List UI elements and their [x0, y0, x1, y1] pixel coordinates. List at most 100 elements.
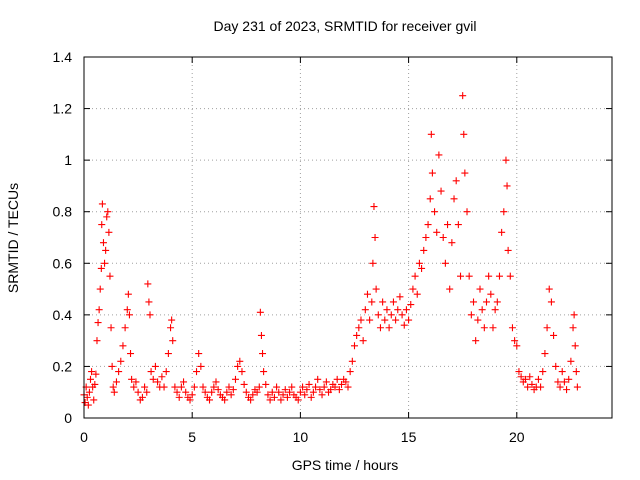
data-point: [508, 324, 516, 332]
data-point: [470, 298, 478, 306]
data-point: [103, 213, 111, 221]
data-point: [240, 380, 248, 388]
data-point: [433, 228, 441, 236]
data-point: [537, 383, 545, 391]
y-tick-label: 0.4: [53, 307, 73, 323]
data-point: [478, 306, 486, 314]
data-point: [95, 306, 103, 314]
data-point: [123, 306, 131, 314]
data-point: [119, 342, 127, 350]
data-point: [517, 373, 525, 381]
data-point: [264, 391, 272, 399]
data-point: [247, 396, 255, 404]
data-point: [102, 246, 110, 254]
data-point: [125, 311, 133, 319]
data-point: [400, 321, 408, 329]
data-point: [141, 383, 149, 391]
data-point: [495, 272, 503, 280]
data-point: [109, 383, 117, 391]
data-point: [299, 383, 307, 391]
data-point: [106, 272, 114, 280]
data-point: [223, 388, 231, 396]
data-point: [503, 182, 511, 190]
data-point: [316, 386, 324, 394]
data-point: [242, 388, 250, 396]
data-point: [188, 391, 196, 399]
data-point: [422, 234, 430, 241]
data-point: [322, 378, 330, 386]
data-point: [368, 298, 376, 306]
data-point: [286, 388, 294, 396]
data-point: [309, 388, 317, 396]
data-point: [357, 316, 365, 324]
data-point: [415, 259, 423, 267]
y-tick-label: 1.2: [53, 101, 73, 117]
x-tick-label: 20: [509, 429, 525, 445]
data-point: [333, 375, 341, 383]
data-point: [277, 396, 285, 404]
data-point: [225, 383, 233, 391]
data-point: [231, 375, 239, 383]
data-point: [130, 383, 138, 391]
data-point: [262, 380, 270, 388]
data-point: [331, 383, 339, 391]
data-point: [556, 383, 564, 391]
data-point: [402, 306, 410, 314]
data-point: [491, 306, 499, 314]
data-point: [372, 285, 380, 293]
y-tick-label: 0: [64, 410, 72, 426]
tick-layer: 0 0.2 0.4 0.6 0.8 1 1.2 1.4 0 5 10 15 20: [53, 49, 612, 445]
data-point: [506, 272, 514, 280]
data-point: [175, 393, 183, 401]
data-point: [138, 393, 146, 401]
data-point: [431, 208, 439, 216]
data-point: [459, 92, 467, 100]
data-point: [279, 391, 287, 399]
data-point: [115, 368, 123, 376]
data-point: [144, 280, 152, 288]
data-point: [97, 264, 105, 272]
data-point: [387, 311, 395, 319]
data-point: [552, 362, 560, 370]
data-point: [117, 357, 125, 365]
data-point: [314, 375, 322, 383]
data-point: [154, 378, 162, 386]
data-point: [128, 375, 136, 383]
chart-title: Day 231 of 2023, SRMTID for receiver gvi…: [214, 18, 477, 34]
data-point: [193, 368, 201, 376]
data-point: [167, 324, 175, 332]
data-point: [474, 316, 482, 324]
y-tick-label: 1: [64, 152, 72, 168]
plot-frame: [83, 56, 613, 419]
data-point: [266, 396, 274, 404]
data-point: [227, 391, 235, 399]
data-point: [253, 388, 261, 396]
data-point: [146, 311, 154, 319]
data-point: [572, 368, 580, 376]
data-point: [363, 290, 371, 298]
data-point: [348, 357, 356, 365]
data-point: [569, 324, 577, 332]
data-point: [465, 272, 473, 280]
data-point: [164, 350, 172, 358]
data-point: [96, 285, 104, 293]
data-point: [94, 319, 102, 327]
data-point: [201, 388, 209, 396]
data-point: [338, 380, 346, 388]
data-point: [480, 324, 488, 332]
data-point: [210, 383, 218, 391]
data-point: [342, 378, 350, 386]
data-point: [288, 383, 296, 391]
data-point: [160, 383, 168, 391]
data-point: [92, 370, 100, 378]
data-point: [98, 221, 106, 229]
data-point: [327, 386, 335, 394]
data-point: [162, 368, 170, 376]
x-tick-label: 15: [401, 429, 417, 445]
data-point: [182, 388, 190, 396]
data-point: [467, 311, 475, 319]
data-point: [93, 337, 101, 345]
data-point: [370, 203, 378, 211]
data-point: [446, 285, 454, 293]
